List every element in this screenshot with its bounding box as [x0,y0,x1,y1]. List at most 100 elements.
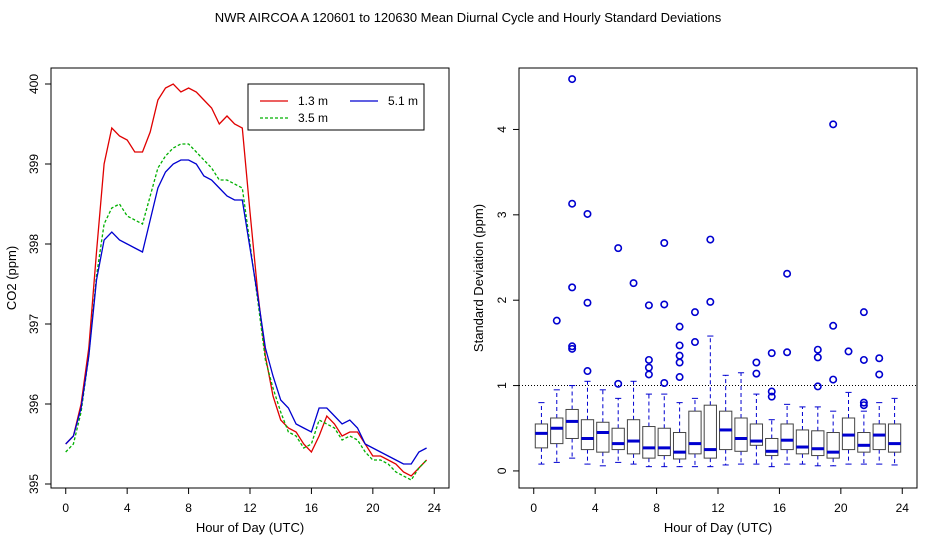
outlier-point [644,301,653,310]
series-line-3-5-mm [65,143,428,481]
outlier-point [568,75,577,84]
left-x-tick-label: 4 [124,501,131,515]
box-iqr [811,430,825,457]
right-y-tick-label: 4 [495,126,509,133]
box-iqr [672,432,687,460]
boxplot-hour [596,389,610,467]
box-iqr [580,419,595,451]
box-iqr [780,423,794,451]
outlier-point [752,369,761,378]
left-axis-ticks: 0 4 8 12 16 20 24 395 396 397 398 399 400 [27,74,441,515]
outlier-point [675,351,684,360]
right-boxplots [534,75,902,468]
outlier-point [644,363,653,372]
outlier-point [552,316,561,325]
box-iqr [887,423,902,453]
outlier-point [690,308,699,317]
left-y-tick-label: 398 [27,234,41,254]
series-line-1-3-mm [65,83,428,477]
box-iqr [596,421,610,453]
boxplot-hour [765,349,779,468]
outlier-point [859,401,868,410]
box-iqr [550,417,564,445]
box-iqr [826,432,840,459]
left-y-tick-label: 396 [27,394,41,414]
outlier-point [829,375,838,384]
boxplot-hour [672,322,687,468]
outlier-point [813,353,822,362]
right-y-tick-label: 1 [495,382,509,389]
outlier-point [644,355,653,364]
outlier-point [568,342,577,351]
boxplot-hour [857,308,871,465]
right-x-tick-label: 20 [834,501,848,515]
legend-label: 3.5 m [298,111,328,125]
left-x-tick-label: 12 [243,501,257,515]
outlier-point [660,239,669,248]
box-iqr [642,426,656,459]
outlier-point [829,321,838,330]
right-y-tick-label: 2 [495,297,509,304]
outlier-point [829,120,838,129]
box-iqr [795,429,810,455]
boxplot-hour [719,374,733,466]
box-iqr [534,423,549,449]
outlier-point [752,358,761,367]
left-x-tick-label: 16 [305,501,319,515]
left-x-tick-label: 0 [62,501,69,515]
right-x-tick-label: 24 [896,501,910,515]
outlier-point [583,209,592,218]
boxplot-hour [580,209,595,465]
outlier-point [660,378,669,387]
box-iqr [857,432,871,453]
right-x-tick-label: 16 [773,501,787,515]
right-y-tick-label: 0 [495,467,509,474]
outlier-point [859,355,868,364]
outlier-point [690,338,699,347]
boxplot-hour [887,397,902,466]
outlier-point [614,244,623,253]
outlier-point [859,398,868,407]
outlier-point [644,370,653,379]
outlier-point [675,358,684,367]
boxplot-hour [611,244,625,463]
outlier-point [875,370,884,379]
legend-label: 5.1 m [388,94,418,108]
right-x-tick-label: 0 [530,501,537,515]
outlier-point [675,373,684,382]
left-x-tick-label: 20 [366,501,380,515]
box-iqr [703,404,717,459]
outlier-point [859,308,868,317]
outlier-point [675,341,684,350]
outlier-point [783,348,792,357]
outlier-point [568,344,577,353]
outlier-point [844,347,853,356]
boxplot-hour [749,358,764,465]
box-iqr [688,410,702,455]
outlier-point [875,354,884,363]
left-y-tick-label: 395 [27,474,41,494]
boxplot-hour [550,316,564,463]
box-iqr [611,427,625,451]
legend-box [247,83,425,131]
outlier-point [783,269,792,278]
left-x-tick-label: 24 [428,501,442,515]
boxplot-hour [795,406,810,465]
outlier-point [660,300,669,309]
boxplot-hour [780,269,794,465]
legend: 1.3 m 3.5 m 5.1 m [247,83,425,131]
right-y-axis-label: Standard Deviation (ppm) [471,204,486,352]
left-y-axis-label: CO2 (ppm) [4,246,19,310]
outlier-point [767,392,776,401]
outlier-point [813,382,822,391]
right-x-tick-label: 12 [711,501,725,515]
boxplot-hour [657,239,671,468]
box-iqr [657,427,671,457]
series-line-5-1-mm [65,159,427,465]
left-panel-co2-diurnal-cycle: 0 4 8 12 16 20 24 395 396 397 398 399 400 Hour of Da… [4,67,450,535]
boxplot-hour [642,301,656,468]
box-iqr [765,437,779,457]
outlier-point [813,345,822,354]
